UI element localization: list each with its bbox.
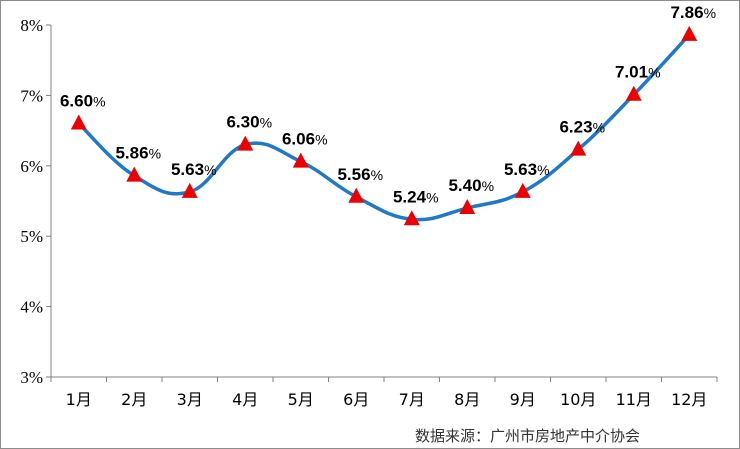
x-tick-label: 2月 [121, 390, 147, 409]
data-label: 7.86% [670, 3, 716, 22]
data-label: 7.01% [615, 63, 661, 82]
data-point-marker [70, 114, 87, 130]
data-point-marker [181, 182, 198, 198]
x-tick-label: 11月 [616, 390, 652, 409]
y-tick-label: 5% [20, 227, 43, 246]
data-label: 6.30% [226, 113, 272, 132]
data-label: 6.23% [559, 118, 605, 137]
y-tick-label: 7% [20, 86, 43, 105]
data-label: 5.86% [115, 144, 161, 163]
data-point-marker [126, 166, 143, 182]
x-axis-ticks: 1月 2月 3月 4月 5月 6月 7月 8月 9月 10月 11月 12月 [50, 377, 718, 409]
data-point-marker [348, 187, 365, 203]
data-label: 5.24% [393, 187, 439, 206]
x-tick-label: 4月 [232, 390, 258, 409]
x-tick-label: 5月 [288, 390, 314, 409]
markers [70, 25, 698, 226]
data-label: 5.63% [171, 160, 217, 179]
data-point-marker [514, 182, 531, 198]
data-label: 6.06% [282, 130, 328, 149]
data-point-marker [459, 199, 476, 215]
x-tick-label: 10月 [560, 390, 596, 409]
data-point-marker [681, 25, 698, 41]
data-point-marker [292, 152, 309, 168]
source-note: 数据来源：广州市房地产中介协会 [415, 427, 641, 445]
x-tick-label: 3月 [177, 390, 203, 409]
x-tick-label: 9月 [510, 390, 536, 409]
x-tick-label: 1月 [66, 390, 92, 409]
data-label: 5.40% [448, 176, 494, 195]
y-tick-label: 8% [20, 16, 43, 35]
data-point-marker [403, 210, 420, 226]
data-point-marker [237, 135, 254, 151]
data-point-marker [570, 140, 587, 156]
y-tick-label: 6% [20, 157, 43, 176]
data-label: 6.60% [60, 92, 106, 111]
x-tick-label: 8月 [454, 390, 480, 409]
data-labels: 6.60% 5.86% 5.63% 6.30% 6.06% 5.56% 5.24% 5.40%… [60, 3, 716, 206]
x-tick-label: 12月 [671, 390, 707, 409]
x-tick-label: 7月 [399, 390, 425, 409]
y-tick-label: 3% [20, 368, 43, 387]
data-label: 5.63% [504, 160, 550, 179]
y-axis-ticks: 3% 4% 5% 6% 7% 8% [20, 16, 51, 387]
x-tick-label: 6月 [343, 390, 369, 409]
y-tick-label: 4% [20, 298, 43, 317]
data-point-marker [625, 85, 642, 101]
data-label: 5.56% [337, 165, 383, 184]
